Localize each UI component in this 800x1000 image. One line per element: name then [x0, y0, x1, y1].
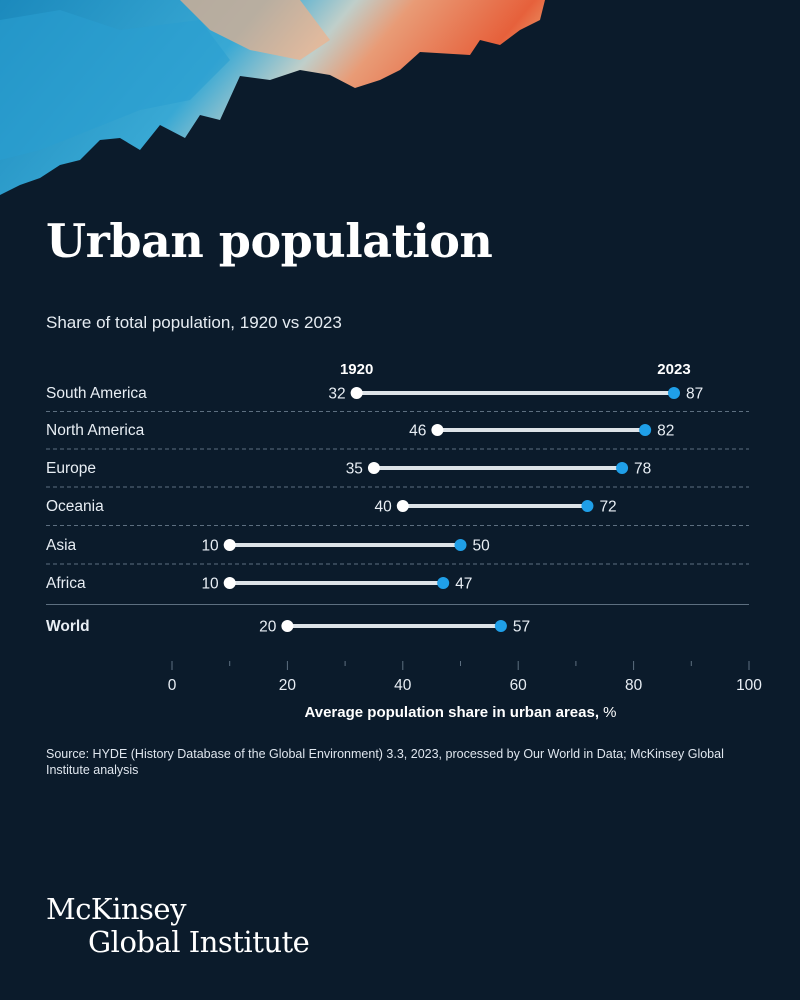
x-axis-label: Average population share in urban areas,…	[304, 704, 616, 721]
x-tick-label: 60	[510, 677, 528, 694]
point-2023	[437, 577, 450, 589]
point-1920	[223, 577, 236, 589]
x-tick-label: 100	[736, 677, 762, 694]
point-2023	[616, 462, 629, 474]
x-tick-label: 0	[168, 677, 177, 694]
data-label-1920: 35	[346, 461, 363, 478]
x-axis-label-unit: %	[603, 704, 616, 721]
point-2023	[454, 539, 467, 551]
category-label: North America	[46, 422, 145, 439]
chart-subtitle: Share of total population, 1920 vs 2023	[46, 313, 342, 332]
hero-artwork	[0, 0, 545, 195]
category-label: Europe	[46, 460, 96, 477]
data-label-1920: 20	[259, 619, 277, 636]
point-2023	[581, 500, 594, 512]
series-label-1920: 1920	[340, 361, 373, 378]
data-label-1920: 10	[201, 538, 219, 555]
data-label-1920: 40	[375, 499, 393, 516]
data-label-2023: 72	[599, 499, 616, 516]
point-1920	[350, 387, 363, 399]
category-label: Asia	[46, 537, 77, 554]
category-label: World	[46, 618, 90, 635]
data-label-2023: 87	[686, 386, 703, 403]
data-label-2023: 50	[473, 538, 491, 555]
point-2023	[667, 387, 680, 399]
data-label-1920: 46	[409, 423, 426, 440]
point-1920	[223, 539, 236, 551]
data-label-2023: 82	[657, 423, 674, 440]
source-note: Source: HYDE (History Database of the Gl…	[46, 747, 724, 777]
category-label: Oceania	[46, 498, 104, 515]
data-label-1920: 32	[328, 386, 345, 403]
category-label: South America	[46, 385, 147, 402]
point-2023	[639, 424, 652, 436]
point-1920	[431, 424, 444, 436]
data-label-1920: 10	[201, 576, 219, 593]
x-axis-label-main: Average population share in urban areas,	[304, 704, 603, 721]
dumbbell-chart: 1920 2023 South America 32 87 North America 46…	[46, 361, 762, 721]
point-2023	[494, 620, 507, 632]
logo-line-2: Global Institute	[88, 925, 310, 959]
data-label-2023: 47	[455, 576, 472, 593]
logo-line-1: McKinsey	[46, 892, 186, 926]
x-tick-label: 40	[394, 677, 412, 694]
point-1920	[367, 462, 380, 474]
point-1920	[396, 500, 409, 512]
series-label-2023: 2023	[657, 361, 690, 378]
x-tick-label: 80	[625, 677, 643, 694]
point-1920	[281, 620, 294, 632]
x-tick-label: 20	[279, 677, 297, 694]
category-label: Africa	[46, 575, 86, 592]
mckinsey-logo: McKinsey Global Institute	[46, 892, 310, 959]
data-label-2023: 78	[634, 461, 651, 478]
data-label-2023: 57	[513, 619, 530, 636]
page-title: Urban population	[46, 214, 493, 268]
